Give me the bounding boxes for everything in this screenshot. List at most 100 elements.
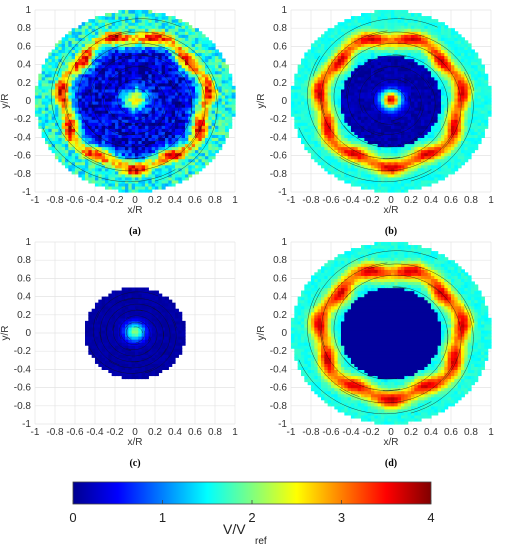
heat-cell: [304, 70, 309, 75]
heat-cell: [111, 143, 116, 148]
heat-cell: [205, 43, 209, 47]
heat-cell: [158, 140, 163, 145]
heat-cell: [421, 119, 425, 123]
heat-cell: [401, 182, 405, 187]
heat-cell: [324, 88, 329, 93]
heat-cell: [178, 88, 183, 93]
heat-cell: [421, 70, 425, 75]
heat-cell: [48, 70, 53, 75]
heat-cell: [68, 161, 73, 166]
heat-cell: [175, 46, 179, 51]
heat-cell: [208, 110, 213, 114]
heat-cell: [334, 125, 339, 129]
heat-cell: [401, 52, 405, 57]
heat-cell: [374, 149, 379, 154]
heat-cell: [125, 10, 129, 14]
heat-cell: [131, 119, 136, 123]
heat-cell: [65, 94, 69, 99]
heat-cell: [145, 58, 149, 63]
heat-cell: [61, 119, 66, 123]
heat-cell: [148, 25, 153, 29]
heat-cell: [151, 131, 156, 135]
heat-cell: [141, 185, 146, 190]
heat-cell: [354, 140, 359, 145]
heat-cell: [168, 107, 173, 111]
heat-cell: [404, 34, 409, 38]
heat-cell: [128, 185, 133, 190]
heat-cell: [341, 134, 345, 138]
heat-cell: [407, 88, 412, 93]
y-tick-label: -0.6: [14, 151, 32, 162]
heat-cell: [414, 161, 419, 166]
heat-cell: [138, 34, 143, 38]
heat-cell: [68, 40, 73, 44]
heat-cell: [404, 143, 409, 148]
heat-cell: [148, 170, 153, 175]
heat-cell: [181, 152, 186, 157]
heat-cell: [55, 119, 59, 123]
heat-cell: [191, 91, 196, 96]
heat-cell: [347, 37, 352, 41]
heat-cell: [98, 40, 103, 44]
heat-cell: [181, 176, 186, 181]
heat-cell: [411, 49, 415, 54]
heat-cell: [151, 161, 156, 166]
heat-cell: [101, 28, 106, 32]
heat-cell: [148, 19, 153, 23]
heat-cell: [351, 88, 355, 93]
heat-cell: [35, 97, 39, 102]
heat-cell: [85, 152, 89, 157]
heat-cell: [337, 122, 342, 126]
heat-cell: [387, 76, 392, 81]
heat-cell: [407, 152, 412, 157]
heat-cell: [178, 73, 183, 78]
heat-cell: [215, 137, 219, 142]
heat-cell: [121, 128, 126, 132]
heat-cell: [195, 161, 199, 166]
heat-cell: [327, 82, 332, 87]
heat-cell: [135, 107, 139, 111]
heat-cell: [121, 188, 126, 193]
heat-cell: [151, 170, 156, 175]
heat-cell: [175, 167, 179, 172]
heat-cell: [168, 110, 173, 114]
heat-cell: [141, 158, 146, 163]
heat-cell: [88, 43, 93, 47]
heat-cell: [121, 58, 126, 63]
heat-cell: [178, 155, 183, 160]
heat-cell: [367, 49, 372, 54]
heat-cell: [161, 143, 166, 148]
heat-cell: [181, 122, 186, 126]
heat-cell: [354, 67, 359, 72]
heat-cell: [155, 25, 159, 29]
heat-cell: [171, 155, 176, 160]
heat-cell: [145, 176, 149, 181]
heat-cell: [115, 19, 119, 23]
heat-cell: [98, 119, 103, 123]
heat-cell: [175, 134, 179, 138]
heat-cell: [191, 79, 196, 84]
heat-cell: [125, 76, 129, 81]
heat-cell: [205, 97, 209, 102]
streamlines: [42, 18, 219, 183]
x-tick-label: 1: [232, 195, 238, 206]
heat-cell: [45, 125, 49, 129]
heat-cell: [151, 55, 156, 60]
heat-cell: [168, 28, 173, 32]
heat-cell: [158, 22, 163, 26]
heat-cell: [168, 31, 173, 35]
heat-cell: [75, 85, 79, 90]
heat-cell: [51, 73, 56, 78]
heat-cell: [101, 140, 106, 145]
heat-cell: [198, 140, 203, 145]
heat-cell: [357, 140, 362, 145]
heat-cell: [95, 61, 99, 66]
heat-cell: [68, 119, 73, 123]
heat-cell: [101, 149, 106, 154]
heat-cell: [205, 73, 209, 78]
heat-cell: [394, 158, 399, 163]
heat-cell: [65, 97, 69, 102]
heat-cell: [198, 64, 203, 69]
heat-cell: [424, 61, 429, 66]
heat-cell: [324, 76, 329, 81]
